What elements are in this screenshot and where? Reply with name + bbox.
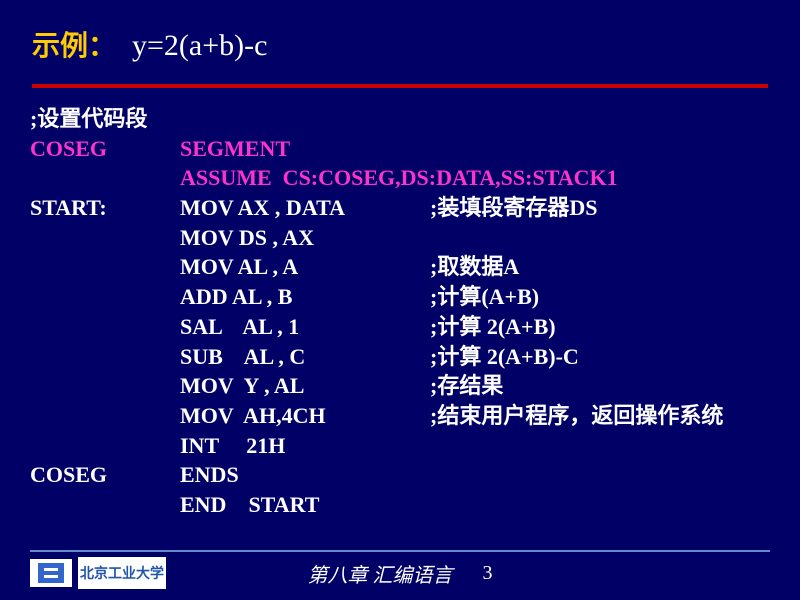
logo-icon bbox=[30, 559, 72, 587]
logo-text: 北京工业大学 bbox=[78, 557, 166, 589]
code-line: MOV Y , AL;存结果 bbox=[30, 371, 800, 401]
university-logo: 北京工业大学 bbox=[30, 557, 166, 589]
code-line: COSEGENDS bbox=[30, 460, 800, 490]
slide-header: 示例： y=2(a+b)-c bbox=[0, 0, 800, 64]
code-line: MOV DS , AX bbox=[30, 223, 800, 253]
example-label: 示例： bbox=[32, 31, 116, 62]
slide-footer: 北京工业大学 第八章 汇编语言 3 bbox=[0, 550, 800, 596]
code-line: MOV AH,4CH;结束用户程序，返回操作系统 bbox=[30, 401, 800, 431]
code-block: ;设置代码段 COSEGSEGMENT ASSUME CS:COSEG,DS:D… bbox=[0, 88, 800, 520]
formula-text: y=2(a+b)-c bbox=[132, 29, 267, 62]
code-line: MOV AL , A;取数据A bbox=[30, 252, 800, 282]
code-line: END START bbox=[30, 490, 800, 520]
code-line: ASSUME CS:COSEG,DS:DATA,SS:STACK1 bbox=[30, 163, 800, 193]
code-line: SAL AL , 1;计算 2(A+B) bbox=[30, 312, 800, 342]
code-line: ;设置代码段 bbox=[30, 104, 800, 134]
code-line: COSEGSEGMENT bbox=[30, 134, 800, 164]
code-line: ADD AL , B;计算(A+B) bbox=[30, 282, 800, 312]
code-line: SUB AL , C;计算 2(A+B)-C bbox=[30, 342, 800, 372]
footer-divider bbox=[30, 550, 770, 552]
chapter-title: 第八章 汇编语言 bbox=[308, 559, 453, 588]
code-line: INT 21H bbox=[30, 431, 800, 461]
page-number: 3 bbox=[483, 562, 493, 585]
footer-center: 第八章 汇编语言 3 bbox=[308, 559, 493, 588]
code-line: START:MOV AX , DATA;装填段寄存器DS bbox=[30, 193, 800, 223]
